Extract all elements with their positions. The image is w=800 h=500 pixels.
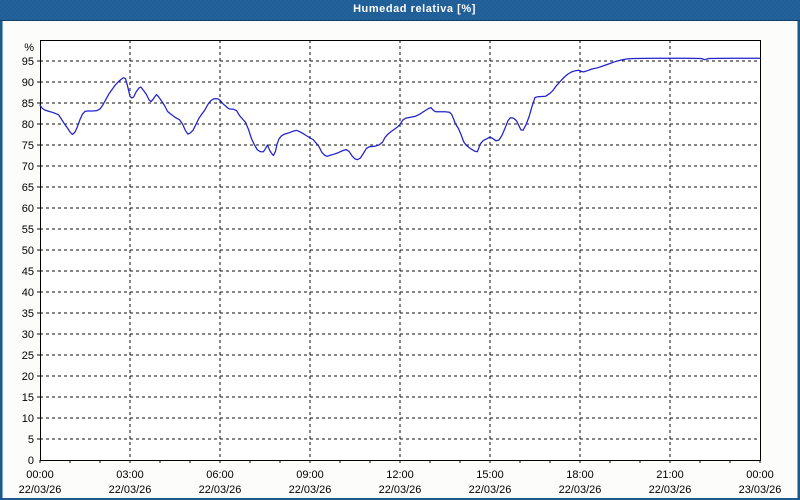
svg-text:22/03/26: 22/03/26 bbox=[379, 484, 422, 496]
svg-text:30: 30 bbox=[22, 329, 34, 341]
svg-text:90: 90 bbox=[22, 77, 34, 89]
svg-text:21:00: 21:00 bbox=[656, 469, 684, 481]
svg-text:60: 60 bbox=[22, 203, 34, 215]
svg-text:20: 20 bbox=[22, 371, 34, 383]
svg-text:70: 70 bbox=[22, 161, 34, 173]
svg-text:50: 50 bbox=[22, 245, 34, 257]
svg-text:25: 25 bbox=[22, 350, 34, 362]
svg-text:22/03/26: 22/03/26 bbox=[649, 484, 692, 496]
svg-text:22/03/26: 22/03/26 bbox=[469, 484, 512, 496]
svg-text:18:00: 18:00 bbox=[566, 469, 594, 481]
svg-text:85: 85 bbox=[22, 98, 34, 110]
svg-text:22/03/26: 22/03/26 bbox=[109, 484, 152, 496]
svg-text:03:00: 03:00 bbox=[116, 469, 144, 481]
svg-text:95: 95 bbox=[22, 56, 34, 68]
svg-text:00:00: 00:00 bbox=[746, 469, 774, 481]
svg-text:06:00: 06:00 bbox=[206, 469, 234, 481]
svg-text:40: 40 bbox=[22, 287, 34, 299]
svg-text:23/03/26: 23/03/26 bbox=[739, 484, 782, 496]
svg-text:22/03/26: 22/03/26 bbox=[199, 484, 242, 496]
svg-text:22/03/26: 22/03/26 bbox=[289, 484, 332, 496]
svg-text:22/03/26: 22/03/26 bbox=[19, 484, 62, 496]
svg-text:35: 35 bbox=[22, 308, 34, 320]
svg-text:45: 45 bbox=[22, 266, 34, 278]
svg-text:15: 15 bbox=[22, 392, 34, 404]
svg-text:12:00: 12:00 bbox=[386, 469, 414, 481]
svg-text:55: 55 bbox=[22, 224, 34, 236]
svg-text:80: 80 bbox=[22, 119, 34, 131]
svg-text:15:00: 15:00 bbox=[476, 469, 504, 481]
svg-text:65: 65 bbox=[22, 182, 34, 194]
svg-text:22/03/26: 22/03/26 bbox=[559, 484, 602, 496]
svg-text:%: % bbox=[24, 42, 34, 54]
svg-text:00:00: 00:00 bbox=[26, 469, 54, 481]
svg-text:75: 75 bbox=[22, 140, 34, 152]
svg-text:5: 5 bbox=[28, 434, 34, 446]
svg-text:10: 10 bbox=[22, 413, 34, 425]
svg-text:09:00: 09:00 bbox=[296, 469, 324, 481]
svg-text:0: 0 bbox=[28, 455, 34, 467]
